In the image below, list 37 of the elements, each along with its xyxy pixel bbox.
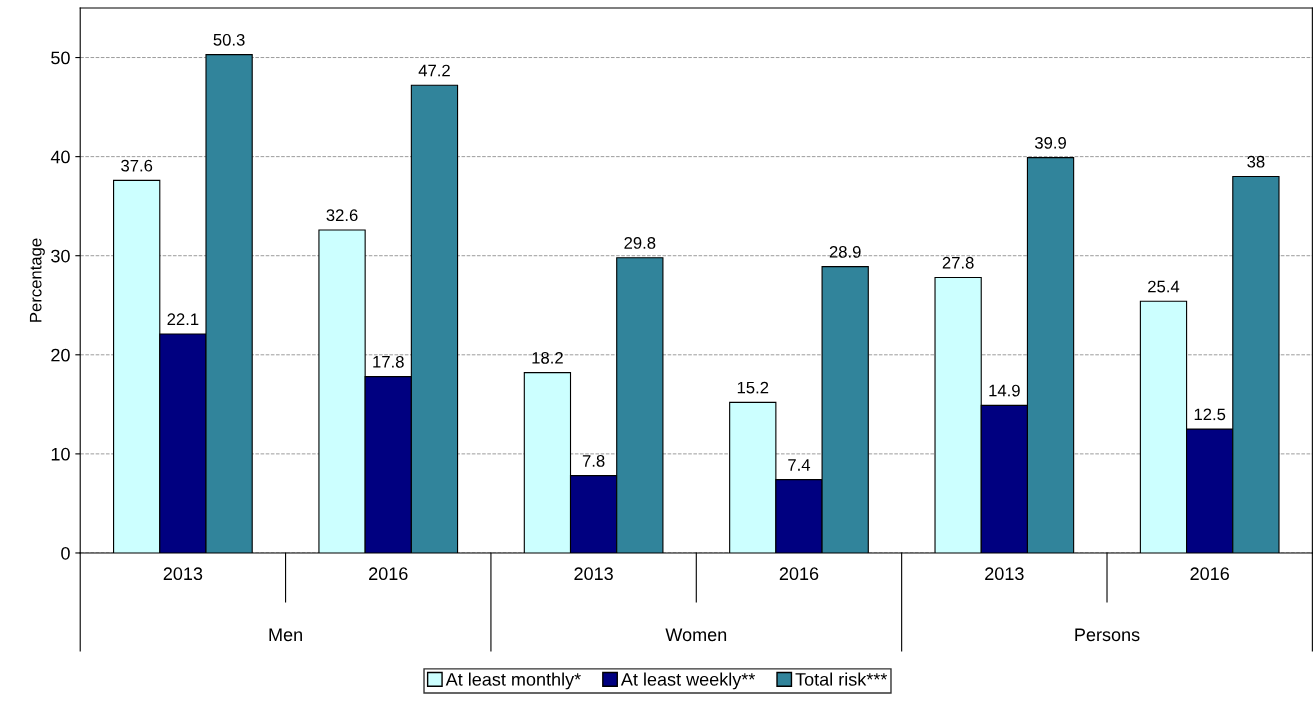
data-label: 18.2 <box>532 351 563 364</box>
x-tick-label: 2013 <box>985 567 1024 581</box>
data-label: 37.6 <box>121 159 153 172</box>
data-label: 15.2 <box>737 381 769 394</box>
data-label: 32.6 <box>326 209 358 222</box>
legend-label: At least monthly* <box>445 672 581 690</box>
text: Men <box>269 628 302 642</box>
data-label: 17.8 <box>373 355 404 368</box>
x-tick-label: 2013 <box>574 567 613 581</box>
data-label: 7.8 <box>582 455 605 467</box>
y-tick-label: 0 <box>61 546 70 560</box>
y-tick-label: 30 <box>51 249 70 263</box>
text: Women <box>665 628 727 642</box>
y-tick-label: 20 <box>51 348 70 362</box>
data-label: 27.8 <box>942 256 974 269</box>
data-label: 7.4 <box>788 459 811 471</box>
data-label: 22.1 <box>167 313 199 325</box>
data-label: 25.4 <box>1148 280 1180 293</box>
data-label: 29.8 <box>624 237 656 249</box>
y-axis-title: Percentage <box>29 238 45 322</box>
data-label: 14.9 <box>989 384 1020 397</box>
x-tick-label: 2016 <box>369 567 408 581</box>
data-label: 39.9 <box>1034 136 1066 149</box>
x-tick-label: 2016 <box>1190 567 1229 581</box>
text: Persons <box>1075 628 1140 642</box>
y-tick-label: 50 <box>51 51 70 65</box>
y-tick-label: 10 <box>51 447 70 461</box>
data-label: 47.2 <box>418 64 450 77</box>
data-label: 50.3 <box>213 33 245 46</box>
x-tick-label: 2016 <box>779 567 819 581</box>
x-tick-label: 2013 <box>163 567 203 581</box>
y-tick-label: 40 <box>50 150 70 164</box>
legend-label: Total risk*** <box>795 672 888 686</box>
legend-label: At least weekly** <box>620 672 756 690</box>
data-label: 12.5 <box>1194 408 1226 421</box>
data-label: 28.9 <box>829 245 861 258</box>
data-label: 38 <box>1247 155 1265 168</box>
